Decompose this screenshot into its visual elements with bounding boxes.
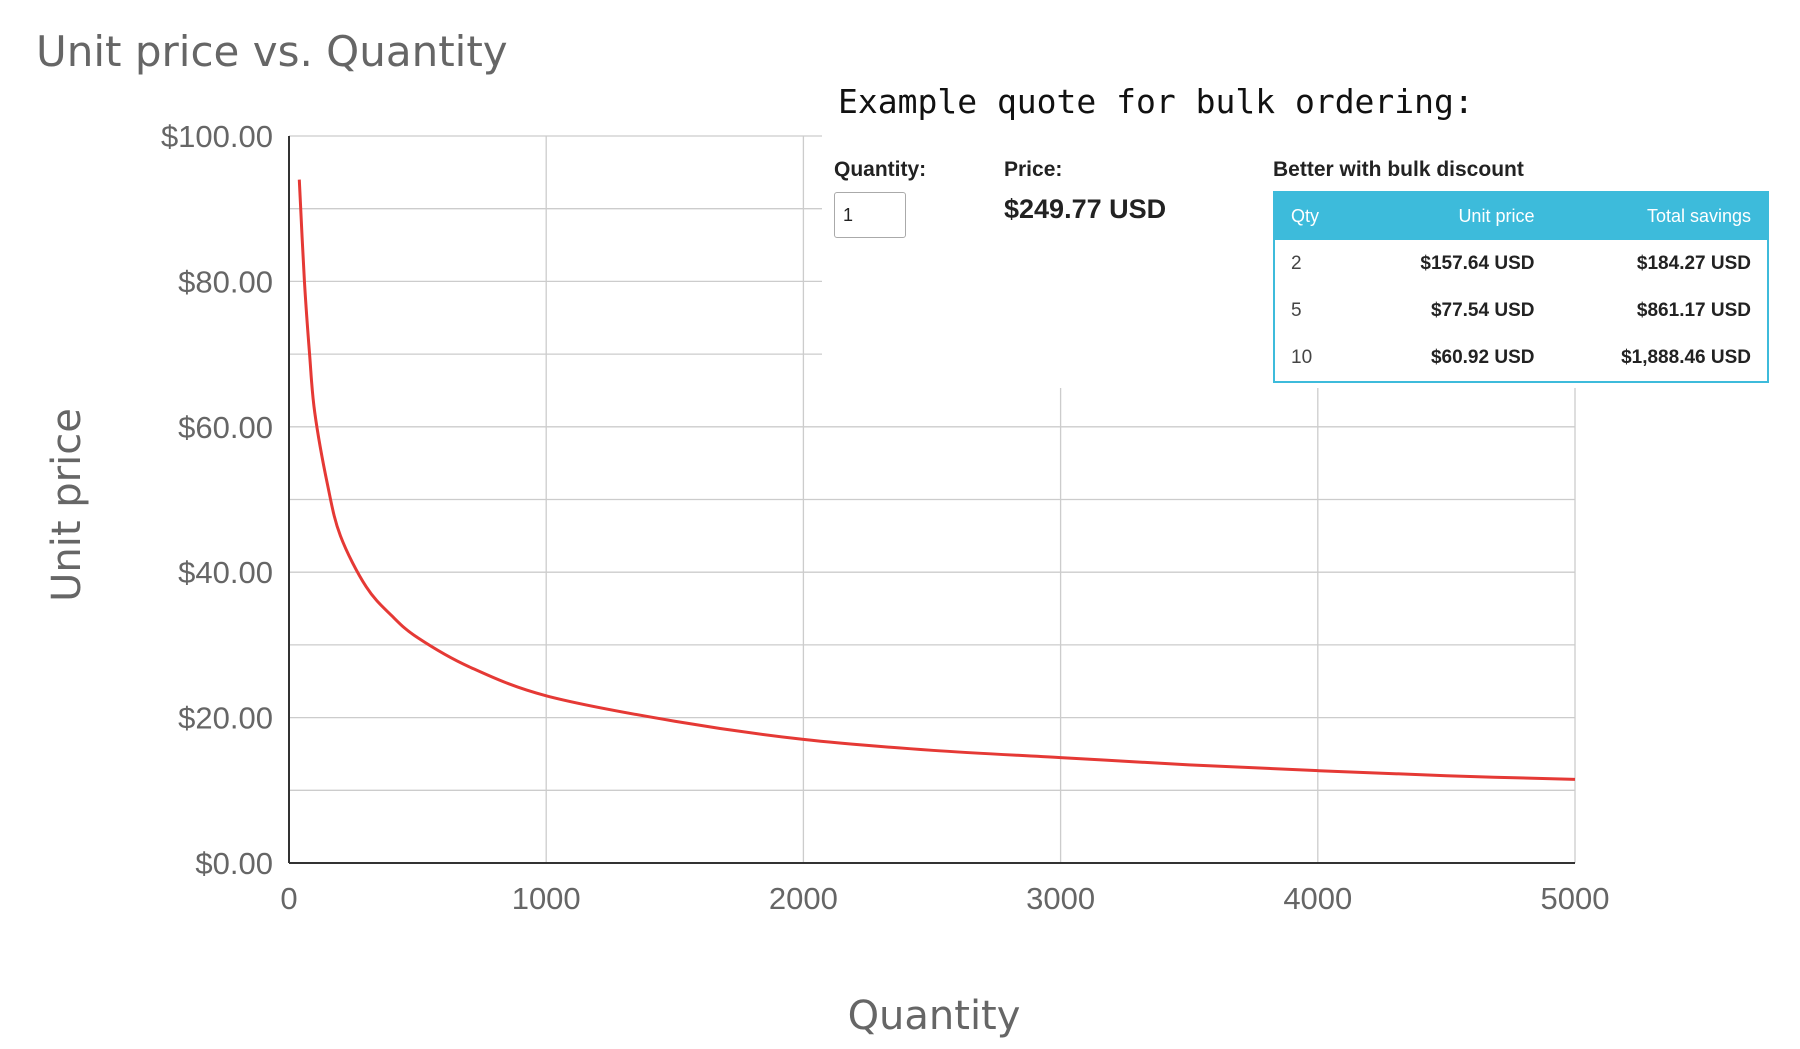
quantity-label: Quantity: <box>834 158 927 181</box>
y-tick-label: $60.00 <box>178 410 273 445</box>
cell-total-savings: $184.27 USD <box>1636 252 1751 274</box>
table-row: 10 $60.92 USD $1,888.46 USD <box>1274 334 1768 382</box>
series-layer <box>297 179 1576 781</box>
cell-unit-price: $60.92 USD <box>1430 346 1535 368</box>
x-tick-label: 0 <box>280 881 297 916</box>
chart-title: Unit price vs. Quantity <box>36 27 508 76</box>
table-header-row: Qty Unit price Total savings <box>1274 192 1768 240</box>
grid <box>289 135 1576 863</box>
y-axis-label: Unit price <box>44 408 90 602</box>
table-row: 5 $77.54 USD $861.17 USD <box>1274 287 1768 334</box>
axes <box>288 136 1575 864</box>
x-tick-label: 1000 <box>512 881 581 916</box>
x-tick-label: 4000 <box>1283 881 1352 916</box>
bulk-discount-table: Qty Unit price Total savings 2 $157.64 U… <box>1273 191 1769 383</box>
y-tick-label: $80.00 <box>178 264 273 299</box>
y-tick-label: $0.00 <box>195 846 273 881</box>
x-tick-label: 3000 <box>1026 881 1095 916</box>
x-tick-label: 5000 <box>1541 881 1610 916</box>
quantity-input[interactable] <box>834 192 906 238</box>
cell-qty: 5 <box>1291 299 1302 321</box>
quote-heading: Example quote for bulk ordering: <box>838 82 1474 121</box>
cell-total-savings: $1,888.46 USD <box>1621 346 1751 368</box>
price-value: $249.77 USD <box>1004 194 1167 224</box>
discount-title: Better with bulk discount <box>1273 158 1524 181</box>
cell-unit-price: $77.54 USD <box>1430 299 1535 321</box>
y-tick-label: $100.00 <box>161 119 273 154</box>
column-header-qty: Qty <box>1274 192 1356 240</box>
tick-labels: 0 1000 2000 3000 4000 5000 $0.00 $20.00 $40.00 $6… <box>161 119 1610 916</box>
y-tick-label: $20.00 <box>178 701 273 736</box>
cell-total-savings: $861.17 USD <box>1636 299 1751 321</box>
quote-panel: Example quote for bulk ordering: Quantit… <box>822 78 1782 388</box>
cell-qty: 10 <box>1291 346 1313 368</box>
cell-unit-price: $157.64 USD <box>1420 252 1535 274</box>
y-tick-label: $40.00 <box>178 555 273 590</box>
x-tick-label: 2000 <box>769 881 838 916</box>
x-axis-label: Quantity <box>848 993 1021 1039</box>
series-line <box>297 179 1576 781</box>
cell-qty: 2 <box>1291 252 1302 274</box>
table-row: 2 $157.64 USD $184.27 USD <box>1274 240 1768 287</box>
column-header-unit-price: Unit price <box>1355 192 1551 240</box>
price-label: Price: <box>1004 158 1063 181</box>
column-header-total-savings: Total savings <box>1550 192 1768 240</box>
